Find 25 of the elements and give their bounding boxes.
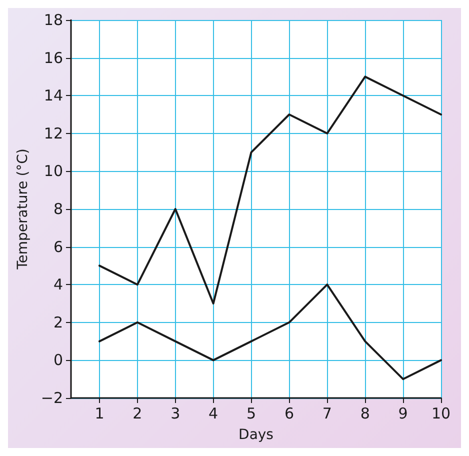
x-axis-title: Days bbox=[238, 427, 274, 443]
x-tick-label: 10 bbox=[431, 404, 451, 422]
y-tick-label: 0 bbox=[53, 351, 64, 370]
y-tick-label: 12 bbox=[44, 124, 64, 142]
x-tick-label: 9 bbox=[398, 404, 408, 422]
y-tick-label: 16 bbox=[44, 48, 64, 67]
x-tick-label: 1 bbox=[94, 404, 104, 422]
line-series bbox=[98, 284, 442, 380]
y-tick-label: 4 bbox=[53, 276, 64, 294]
line-series bbox=[98, 76, 442, 304]
y-tick-label: 10 bbox=[44, 162, 64, 180]
x-tick-label: 4 bbox=[208, 404, 218, 422]
y-tick-label: 18 bbox=[44, 11, 64, 29]
x-tick-label: 6 bbox=[284, 404, 294, 422]
x-tick-label: 5 bbox=[246, 404, 256, 422]
y-tick-label: 8 bbox=[53, 200, 64, 218]
x-tick-label: 7 bbox=[322, 404, 332, 422]
y-tick-label: 14 bbox=[44, 86, 64, 105]
y-axis-title: Temperature (°C) bbox=[15, 148, 31, 270]
x-tick-label: 8 bbox=[360, 404, 370, 422]
y-tick-label: 6 bbox=[53, 238, 64, 256]
x-tick-label: 3 bbox=[170, 404, 180, 422]
y-tick-label: −2 bbox=[40, 389, 64, 407]
x-tick-label: 2 bbox=[132, 404, 142, 422]
y-tick-label: 2 bbox=[53, 313, 64, 332]
